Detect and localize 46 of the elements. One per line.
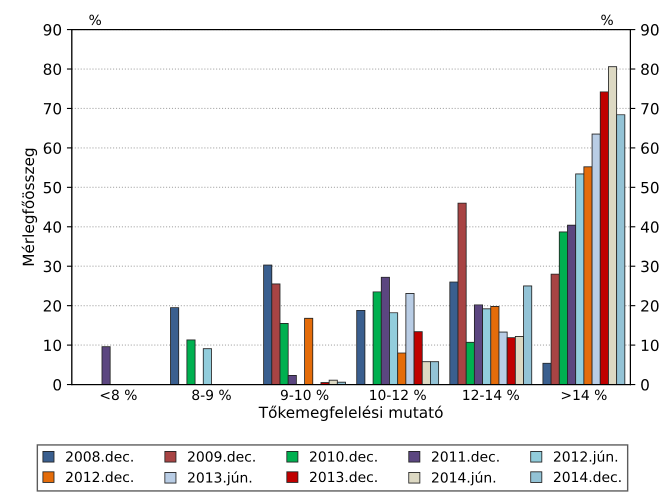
y-tick-label: 90 <box>44 24 62 36</box>
text: % <box>89 14 102 26</box>
y-tick-label: 50 <box>44 182 62 194</box>
x-tick-label: 8-9 % <box>192 390 231 400</box>
bar <box>304 318 314 385</box>
y2-tick-label: 0 <box>641 379 649 391</box>
legend-label: 2008.dec. <box>66 451 133 462</box>
bar <box>102 346 111 385</box>
y2-tick-label: 70 <box>641 102 659 114</box>
y2-tick-label: 30 <box>641 260 659 272</box>
y2-tick-label: 20 <box>641 300 659 312</box>
bar <box>186 340 196 385</box>
y-tick-label: 60 <box>44 142 62 154</box>
legend-label: 2014.jún. <box>432 471 496 486</box>
y-tick-label: 0 <box>53 379 62 391</box>
legend-label: 2014.dec. <box>554 471 621 482</box>
x-tick-label: 10-12 % <box>370 390 426 400</box>
text: % <box>601 14 613 26</box>
x-tick-label: <8 % <box>100 390 137 400</box>
legend-label: 2011.dec. <box>432 451 499 462</box>
x-tick-label: 12-14 % <box>463 390 519 400</box>
y2-tick-label: 50 <box>641 182 659 194</box>
legend-label: 2010.dec. <box>310 451 377 462</box>
x-axis-title: Tőkemegfelelési mutató <box>258 406 443 422</box>
x-tick-label: >14 % <box>562 390 607 400</box>
legend-label: 2009.dec. <box>188 451 255 462</box>
x-tick-label: 9-10 % <box>280 390 328 400</box>
y-tick-label: 70 <box>44 102 62 114</box>
y2-tick-label: 40 <box>640 221 659 233</box>
y2-tick-label: 80 <box>641 63 659 76</box>
bar <box>170 307 180 385</box>
y-tick-label: 20 <box>44 300 62 312</box>
legend-label: 2012.dec. <box>66 471 133 482</box>
y-tick-label: 80 <box>44 63 62 76</box>
bar <box>356 310 366 385</box>
y-tick-label: 10 <box>44 340 62 352</box>
legend-label: 2012.jún. <box>554 450 618 464</box>
y2-tick-label: 90 <box>641 24 659 36</box>
bar <box>202 348 212 385</box>
y-tick-label: 40 <box>43 221 62 233</box>
y-axis-title: Mérlegfőösszeg <box>22 148 38 266</box>
legend-label: 2013.jún. <box>188 471 252 486</box>
y2-tick-label: 60 <box>641 142 659 154</box>
y-tick-label: 30 <box>44 260 62 272</box>
legend-label: 2013.dec. <box>310 471 377 482</box>
y2-tick-label: 10 <box>642 340 659 352</box>
